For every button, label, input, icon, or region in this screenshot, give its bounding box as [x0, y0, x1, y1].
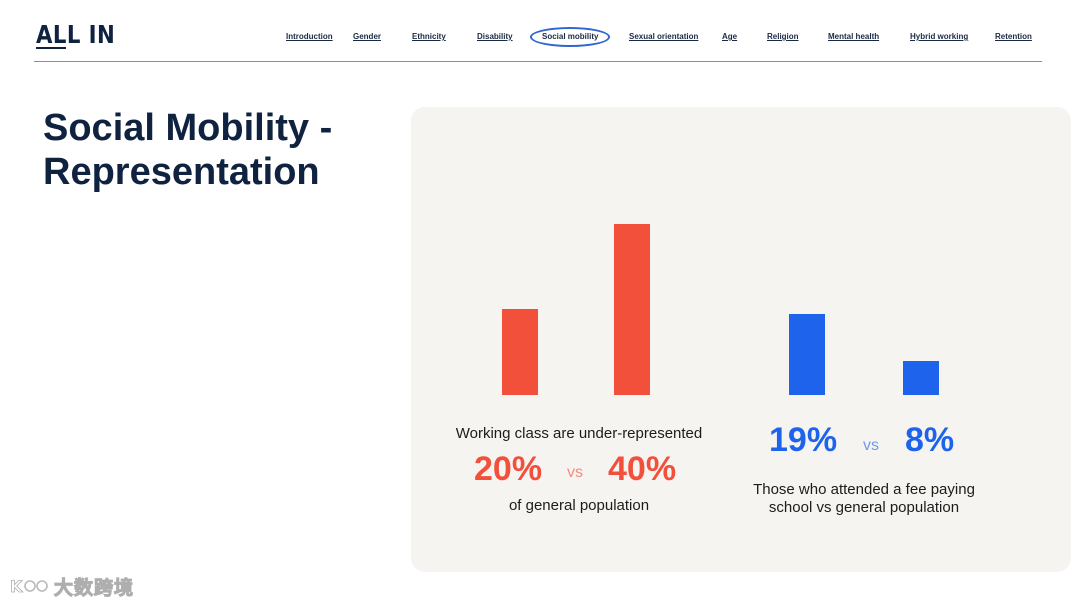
fee-paying-value-a: 19%	[769, 421, 838, 459]
fee-paying-vs: vs	[863, 437, 879, 454]
svg-text:K: K	[10, 577, 23, 596]
nav-item-religion[interactable]: Religion	[767, 32, 799, 41]
top-nav: Introduction Gender Ethnicity Disability…	[0, 27, 1080, 47]
bar-fee-paying-company	[789, 314, 825, 395]
working-class-caption: Working class are under-represented	[455, 425, 703, 442]
nav-item-introduction[interactable]: Introduction	[286, 32, 333, 41]
working-class-value-a: 20%	[474, 450, 543, 488]
working-class-value-b: 40%	[608, 450, 677, 488]
nav-item-social-mobility[interactable]: Social mobility	[530, 27, 611, 47]
nav-item-mental-health[interactable]: Mental health	[828, 32, 880, 41]
nav-item-disability[interactable]: Disability	[477, 32, 513, 41]
ke-logo-icon: K	[10, 577, 48, 596]
nav-item-age[interactable]: Age	[722, 32, 738, 41]
bar-working-class-company	[502, 309, 538, 395]
nav-item-hybrid-working[interactable]: Hybrid working	[910, 32, 969, 41]
logo-underline	[36, 47, 66, 49]
working-class-vs: vs	[567, 464, 583, 481]
watermark: K 大数跨境	[10, 574, 135, 599]
stats-panel: Working class are under-represented 20% …	[411, 107, 1071, 572]
nav-item-sexual-orientation[interactable]: Sexual orientation	[629, 32, 699, 41]
fee-paying-value-b: 8%	[905, 421, 955, 459]
working-class-sub-caption: of general population	[508, 497, 650, 514]
header-divider	[34, 61, 1042, 62]
nav-item-gender[interactable]: Gender	[353, 32, 382, 41]
nav-item-ethnicity[interactable]: Ethnicity	[412, 32, 446, 41]
watermark-text: 大数跨境	[53, 577, 135, 599]
nav-item-retention[interactable]: Retention	[995, 32, 1032, 41]
bar-working-class-general-population	[614, 224, 650, 395]
page-title: Social Mobility - Representation	[43, 107, 333, 193]
all-in-logo[interactable]: ALL IN	[36, 20, 116, 49]
bar-fee-paying-general-population	[903, 361, 939, 395]
fee-paying-caption: Those who attended a fee paying school v…	[753, 481, 975, 516]
